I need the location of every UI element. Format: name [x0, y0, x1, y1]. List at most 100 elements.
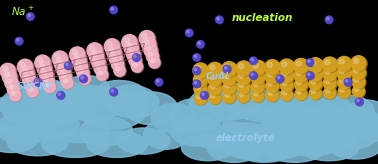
Ellipse shape	[357, 99, 359, 102]
Ellipse shape	[323, 77, 336, 90]
Ellipse shape	[141, 37, 156, 51]
Ellipse shape	[338, 76, 350, 89]
Ellipse shape	[110, 88, 118, 96]
Ellipse shape	[90, 50, 105, 64]
Ellipse shape	[209, 92, 222, 104]
Ellipse shape	[55, 54, 60, 59]
Ellipse shape	[280, 79, 293, 92]
Ellipse shape	[81, 76, 83, 79]
Ellipse shape	[194, 68, 197, 71]
Ellipse shape	[217, 17, 219, 20]
Ellipse shape	[146, 50, 158, 62]
Ellipse shape	[55, 58, 70, 73]
Ellipse shape	[144, 44, 158, 58]
Ellipse shape	[146, 46, 151, 51]
Ellipse shape	[112, 54, 116, 59]
Ellipse shape	[60, 85, 121, 121]
Ellipse shape	[193, 80, 201, 88]
Ellipse shape	[170, 116, 223, 146]
Ellipse shape	[98, 71, 102, 75]
Ellipse shape	[208, 84, 261, 120]
Ellipse shape	[237, 61, 252, 77]
Ellipse shape	[223, 65, 231, 72]
Ellipse shape	[266, 89, 278, 101]
Ellipse shape	[322, 57, 337, 72]
Ellipse shape	[35, 55, 50, 70]
Ellipse shape	[5, 77, 19, 91]
Ellipse shape	[356, 98, 363, 106]
Ellipse shape	[46, 83, 50, 87]
Ellipse shape	[253, 92, 306, 125]
Ellipse shape	[133, 54, 140, 62]
Ellipse shape	[40, 68, 53, 81]
Ellipse shape	[122, 35, 137, 50]
Ellipse shape	[133, 63, 137, 67]
Ellipse shape	[131, 56, 135, 61]
Ellipse shape	[279, 59, 294, 74]
Ellipse shape	[325, 16, 333, 24]
Ellipse shape	[74, 60, 87, 73]
Ellipse shape	[115, 65, 126, 77]
Ellipse shape	[110, 6, 117, 13]
Ellipse shape	[107, 46, 122, 60]
Ellipse shape	[25, 79, 38, 92]
Ellipse shape	[37, 58, 43, 63]
Ellipse shape	[62, 78, 74, 89]
Ellipse shape	[325, 79, 330, 83]
Ellipse shape	[268, 82, 273, 86]
Ellipse shape	[237, 81, 250, 93]
Ellipse shape	[18, 60, 34, 75]
Ellipse shape	[323, 67, 336, 81]
Ellipse shape	[276, 75, 284, 82]
Ellipse shape	[57, 64, 70, 77]
Ellipse shape	[94, 80, 147, 110]
Ellipse shape	[340, 88, 344, 92]
Ellipse shape	[353, 58, 359, 63]
Ellipse shape	[340, 78, 344, 83]
Ellipse shape	[92, 52, 97, 57]
Ellipse shape	[299, 92, 352, 125]
Ellipse shape	[202, 93, 204, 95]
Ellipse shape	[11, 92, 15, 95]
Ellipse shape	[282, 62, 287, 67]
Ellipse shape	[87, 131, 147, 157]
Ellipse shape	[306, 72, 314, 79]
Ellipse shape	[90, 45, 95, 51]
Ellipse shape	[196, 85, 201, 89]
Ellipse shape	[79, 73, 90, 84]
Ellipse shape	[194, 81, 197, 84]
Ellipse shape	[156, 80, 159, 82]
Ellipse shape	[282, 81, 287, 85]
Ellipse shape	[236, 61, 251, 76]
Ellipse shape	[110, 88, 117, 95]
Ellipse shape	[54, 58, 69, 72]
Ellipse shape	[338, 86, 350, 98]
Ellipse shape	[79, 75, 87, 82]
Ellipse shape	[352, 56, 367, 72]
Ellipse shape	[324, 87, 336, 98]
Ellipse shape	[299, 105, 352, 138]
Ellipse shape	[265, 60, 281, 76]
Ellipse shape	[114, 61, 118, 65]
Ellipse shape	[222, 62, 237, 76]
Ellipse shape	[144, 40, 149, 44]
Ellipse shape	[295, 78, 308, 92]
Ellipse shape	[42, 131, 110, 157]
Ellipse shape	[1, 64, 17, 80]
Ellipse shape	[251, 58, 253, 61]
Ellipse shape	[114, 65, 125, 76]
Ellipse shape	[215, 123, 276, 153]
Ellipse shape	[129, 54, 141, 66]
Ellipse shape	[27, 85, 38, 97]
Ellipse shape	[353, 86, 366, 98]
Ellipse shape	[283, 91, 287, 95]
Ellipse shape	[282, 71, 287, 76]
Ellipse shape	[189, 89, 242, 121]
Ellipse shape	[222, 62, 238, 78]
Ellipse shape	[336, 56, 352, 71]
Ellipse shape	[8, 130, 68, 156]
Ellipse shape	[10, 90, 22, 102]
Ellipse shape	[307, 59, 314, 66]
Ellipse shape	[295, 88, 307, 100]
Ellipse shape	[22, 79, 76, 111]
